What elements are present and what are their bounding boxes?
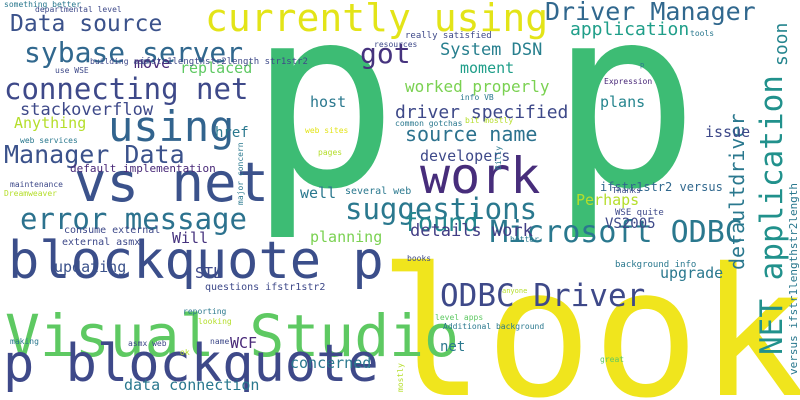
word: p p xyxy=(248,0,700,244)
word: look xyxy=(378,230,800,400)
word: background info xyxy=(615,260,696,270)
word: questions ifstr1str2 xyxy=(205,282,325,293)
word: moment xyxy=(460,59,514,77)
word: source name xyxy=(405,122,537,146)
word: p xyxy=(640,61,644,69)
word: WSE quite xyxy=(615,208,664,218)
word: suggestions xyxy=(345,192,537,226)
word: Expression xyxy=(604,77,652,86)
word: departmental level xyxy=(35,5,122,14)
word: plans xyxy=(600,93,645,111)
word: use WSE xyxy=(55,66,89,75)
word: consume external xyxy=(64,225,160,236)
word: soon xyxy=(771,23,792,66)
word: details work xyxy=(410,221,533,241)
word: better xyxy=(510,235,539,244)
word: connecting net xyxy=(4,72,248,106)
word: Will xyxy=(172,229,208,247)
word: data connection xyxy=(124,376,259,394)
word: great xyxy=(600,355,624,364)
word: move xyxy=(134,54,170,72)
word: versus ifstr1lengthstr2length xyxy=(787,183,800,375)
word: Billy xyxy=(494,146,503,170)
word: external asmx xyxy=(62,237,140,248)
word: concerned xyxy=(290,354,371,372)
word: asmx web xyxy=(128,339,167,348)
word: stackoverflow xyxy=(20,100,154,120)
word: Visual Studio xyxy=(5,302,459,370)
word: blockquote p xyxy=(8,231,384,291)
word: anyone xyxy=(502,287,527,295)
word: p blockquote xyxy=(3,334,379,394)
word: web services xyxy=(20,136,78,145)
word: web sites xyxy=(305,126,349,135)
word: host xyxy=(310,93,346,111)
word: upgrade xyxy=(660,264,723,282)
word: System DSN xyxy=(440,40,542,60)
word: work xyxy=(420,147,540,205)
word: Thanks xyxy=(612,186,641,195)
word: maintenance xyxy=(10,180,63,189)
word: planning xyxy=(310,228,382,246)
word: common gotchas xyxy=(395,119,463,128)
word: Anything xyxy=(14,114,86,132)
word: reporting xyxy=(183,307,227,316)
word: ODBC Driver xyxy=(440,278,645,314)
word: STL xyxy=(195,264,222,282)
word: error message xyxy=(20,202,247,236)
word: application xyxy=(570,19,689,40)
word: driver specified xyxy=(395,102,568,123)
word: updating xyxy=(54,258,126,276)
word: building asp xyxy=(90,57,148,66)
word: found xyxy=(403,208,478,237)
word: NET application xyxy=(754,75,790,355)
word: issue xyxy=(705,123,750,141)
word: several web xyxy=(345,186,411,197)
word: tools xyxy=(690,29,714,38)
word: WCF xyxy=(230,334,257,352)
word: resources xyxy=(374,40,418,49)
word: Dreamweaver xyxy=(4,189,57,198)
word: ifstr1lengthstr2length str1str2 xyxy=(140,57,308,67)
word: bit mostly xyxy=(465,116,513,125)
word: got xyxy=(360,37,411,70)
word: worked properly xyxy=(405,77,550,96)
word: Driver Manager xyxy=(545,0,756,26)
word: Perhaps xyxy=(576,191,639,209)
word: vs net xyxy=(74,151,269,214)
word: pages xyxy=(318,148,342,157)
word: Manager Data xyxy=(4,140,185,169)
word: books xyxy=(407,254,431,263)
word: href xyxy=(215,125,249,141)
word: making xyxy=(10,337,39,346)
word: default implementation xyxy=(70,162,216,175)
word: major concern xyxy=(236,142,245,205)
word: ok xyxy=(180,348,190,357)
word: using xyxy=(108,102,234,151)
word: replaced xyxy=(180,59,252,77)
word: Microsoft ODBC xyxy=(490,215,743,250)
word: net xyxy=(440,339,465,355)
word: Data source xyxy=(10,11,162,37)
word: well xyxy=(300,184,336,202)
word: VS2005 xyxy=(605,216,656,232)
word: sybase server xyxy=(24,36,243,69)
word: looking xyxy=(198,317,232,326)
word: currently using xyxy=(205,0,548,40)
word: name xyxy=(210,337,229,346)
word: Additional background xyxy=(443,322,544,331)
word: developers xyxy=(420,147,510,165)
word: info VB xyxy=(460,93,494,102)
word: mostly xyxy=(396,363,405,392)
word: ifstr1str2 versus xyxy=(600,180,723,194)
word: really satisfied xyxy=(405,31,492,41)
word: defaultdriver xyxy=(725,113,749,270)
word: level apps xyxy=(435,313,483,322)
word: something better xyxy=(4,0,81,9)
